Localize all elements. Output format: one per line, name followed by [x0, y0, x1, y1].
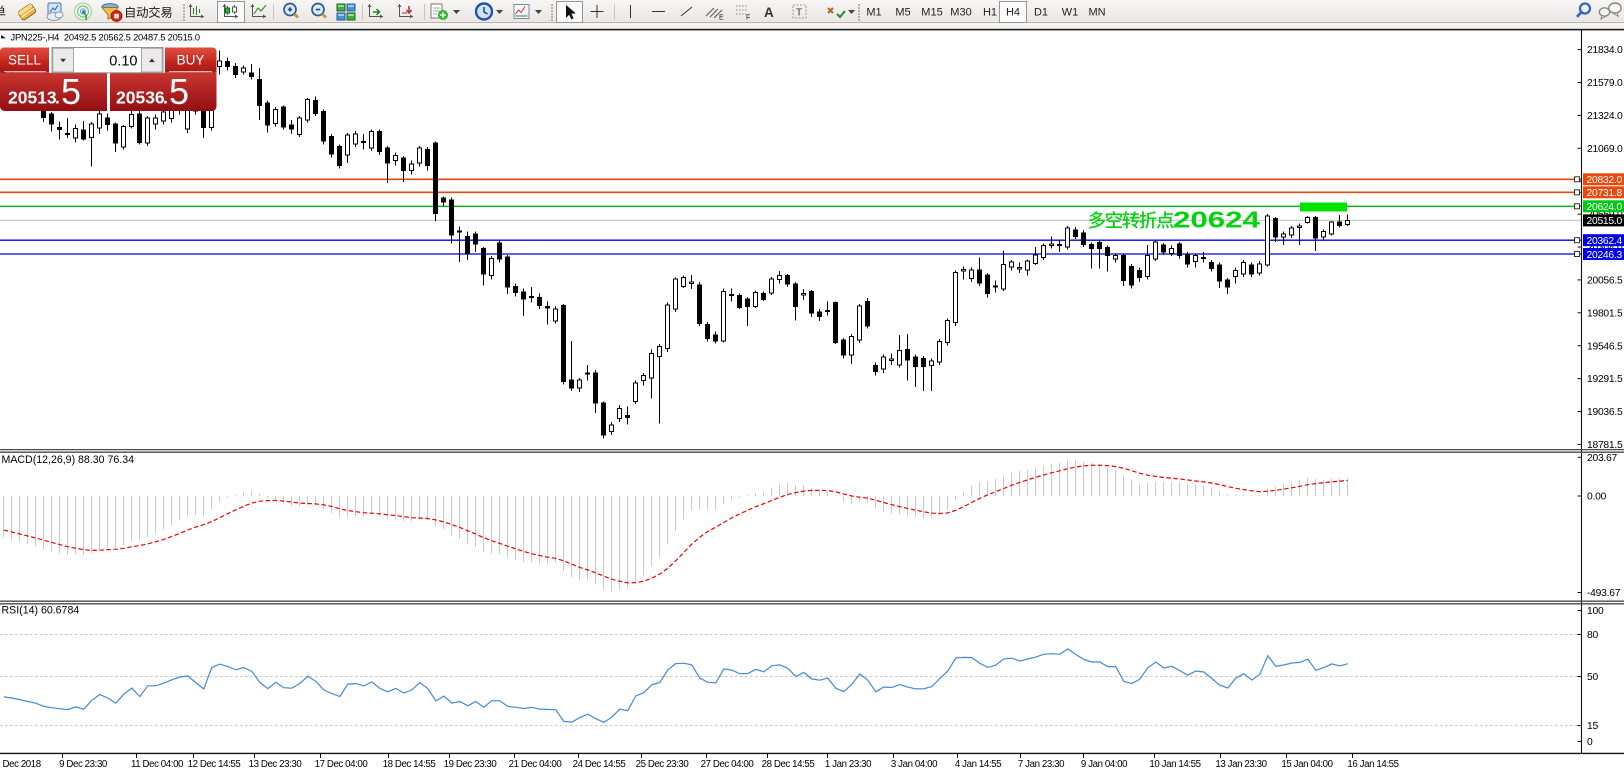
svg-text:9 Dec 23:30: 9 Dec 23:30 — [59, 759, 108, 770]
svg-text:5: 5 — [169, 71, 189, 112]
svg-text:100: 100 — [1587, 606, 1604, 617]
svg-text:80: 80 — [1587, 630, 1598, 641]
svg-text:11 Dec 04:00: 11 Dec 04:00 — [131, 759, 184, 770]
svg-text:0.10: 0.10 — [109, 53, 137, 69]
svg-text:16 Jan 14:55: 16 Jan 14:55 — [1347, 759, 1398, 770]
svg-text:-493.67: -493.67 — [1587, 588, 1621, 599]
svg-text:203.67: 203.67 — [1587, 453, 1618, 464]
svg-text:7 Jan 23:30: 7 Jan 23:30 — [1018, 759, 1065, 770]
svg-text:20624.0: 20624.0 — [1587, 202, 1623, 213]
svg-text:H1: H1 — [983, 7, 997, 19]
svg-text:MACD(12,26,9) 88.30 76.34: MACD(12,26,9) 88.30 76.34 — [2, 454, 135, 466]
svg-text:20246.3: 20246.3 — [1587, 250, 1623, 261]
svg-text:1 Jan 23:30: 1 Jan 23:30 — [825, 759, 872, 770]
svg-text:20515.0: 20515.0 — [1587, 216, 1623, 227]
svg-text:20832.0: 20832.0 — [1587, 175, 1623, 186]
svg-text:4 Jan 14:55: 4 Jan 14:55 — [955, 759, 1001, 770]
svg-text:20624: 20624 — [1173, 207, 1261, 233]
svg-text:D1: D1 — [1034, 7, 1048, 19]
svg-text:JPN225-,H4 20492.5 20562.5 20: JPN225-,H4 20492.5 20562.5 20487.5 20515… — [11, 32, 200, 42]
svg-text:5: 5 — [61, 71, 81, 112]
svg-text:20362.4: 20362.4 — [1587, 236, 1623, 247]
svg-text:RSI(14) 60.6784: RSI(14) 60.6784 — [2, 605, 80, 617]
svg-text:SELL: SELL — [8, 53, 42, 68]
svg-text:0: 0 — [1587, 737, 1593, 748]
svg-text:13 Dec 23:30: 13 Dec 23:30 — [249, 759, 303, 770]
svg-text:BUY: BUY — [177, 53, 205, 68]
svg-text:19036.5: 19036.5 — [1587, 407, 1623, 418]
svg-text:24 Dec 14:55: 24 Dec 14:55 — [573, 759, 626, 770]
svg-text:20536: 20536 — [116, 88, 165, 108]
svg-text:T: T — [796, 8, 802, 19]
svg-text:MN: MN — [1088, 7, 1105, 19]
svg-text:19801.5: 19801.5 — [1587, 308, 1623, 319]
svg-text:20513: 20513 — [8, 88, 57, 108]
svg-text:21 Dec 04:00: 21 Dec 04:00 — [509, 759, 563, 770]
svg-text:0.00: 0.00 — [1587, 492, 1607, 503]
svg-text:13 Jan 23:30: 13 Jan 23:30 — [1215, 759, 1267, 770]
svg-text:M1: M1 — [866, 7, 881, 19]
svg-text:F: F — [746, 15, 750, 22]
svg-text:15: 15 — [1587, 721, 1598, 732]
svg-text:19 Dec 23:30: 19 Dec 23:30 — [444, 759, 498, 770]
svg-text:A: A — [764, 5, 774, 20]
svg-text:19546.5: 19546.5 — [1587, 341, 1623, 352]
svg-text:21834.0: 21834.0 — [1587, 45, 1623, 56]
svg-text:21579.0: 21579.0 — [1587, 78, 1623, 89]
svg-text:18 Dec 14:55: 18 Dec 14:55 — [383, 759, 436, 770]
svg-text:50: 50 — [1587, 672, 1598, 683]
svg-text:.: . — [163, 88, 168, 108]
svg-text:18781.5: 18781.5 — [1587, 440, 1623, 451]
svg-text:17 Dec 04:00: 17 Dec 04:00 — [315, 759, 369, 770]
svg-text:H4: H4 — [1006, 7, 1020, 19]
svg-text:.: . — [55, 88, 60, 108]
svg-text:M15: M15 — [921, 7, 942, 19]
svg-text:E: E — [719, 15, 724, 22]
svg-text:9 Jan 04:00: 9 Jan 04:00 — [1081, 759, 1128, 770]
svg-text:M30: M30 — [950, 7, 971, 19]
svg-text:M5: M5 — [895, 7, 910, 19]
svg-text:19291.5: 19291.5 — [1587, 374, 1623, 385]
svg-text:12 Dec 14:55: 12 Dec 14:55 — [188, 759, 241, 770]
svg-text:28 Dec 14:55: 28 Dec 14:55 — [762, 759, 815, 770]
svg-text:3 Jan 04:00: 3 Jan 04:00 — [891, 759, 938, 770]
svg-text:15 Jan 04:00: 15 Jan 04:00 — [1281, 759, 1333, 770]
svg-text:2 Dec 2018: 2 Dec 2018 — [0, 759, 41, 770]
svg-text:10 Jan 14:55: 10 Jan 14:55 — [1149, 759, 1200, 770]
svg-text:27 Dec 04:00: 27 Dec 04:00 — [701, 759, 755, 770]
svg-text:21069.0: 21069.0 — [1587, 144, 1623, 155]
svg-text:25 Dec 23:30: 25 Dec 23:30 — [636, 759, 690, 770]
svg-text:W1: W1 — [1062, 7, 1079, 19]
svg-text:21324.0: 21324.0 — [1587, 111, 1623, 122]
svg-text:20056.5: 20056.5 — [1587, 276, 1623, 287]
svg-text:20731.8: 20731.8 — [1587, 188, 1623, 199]
